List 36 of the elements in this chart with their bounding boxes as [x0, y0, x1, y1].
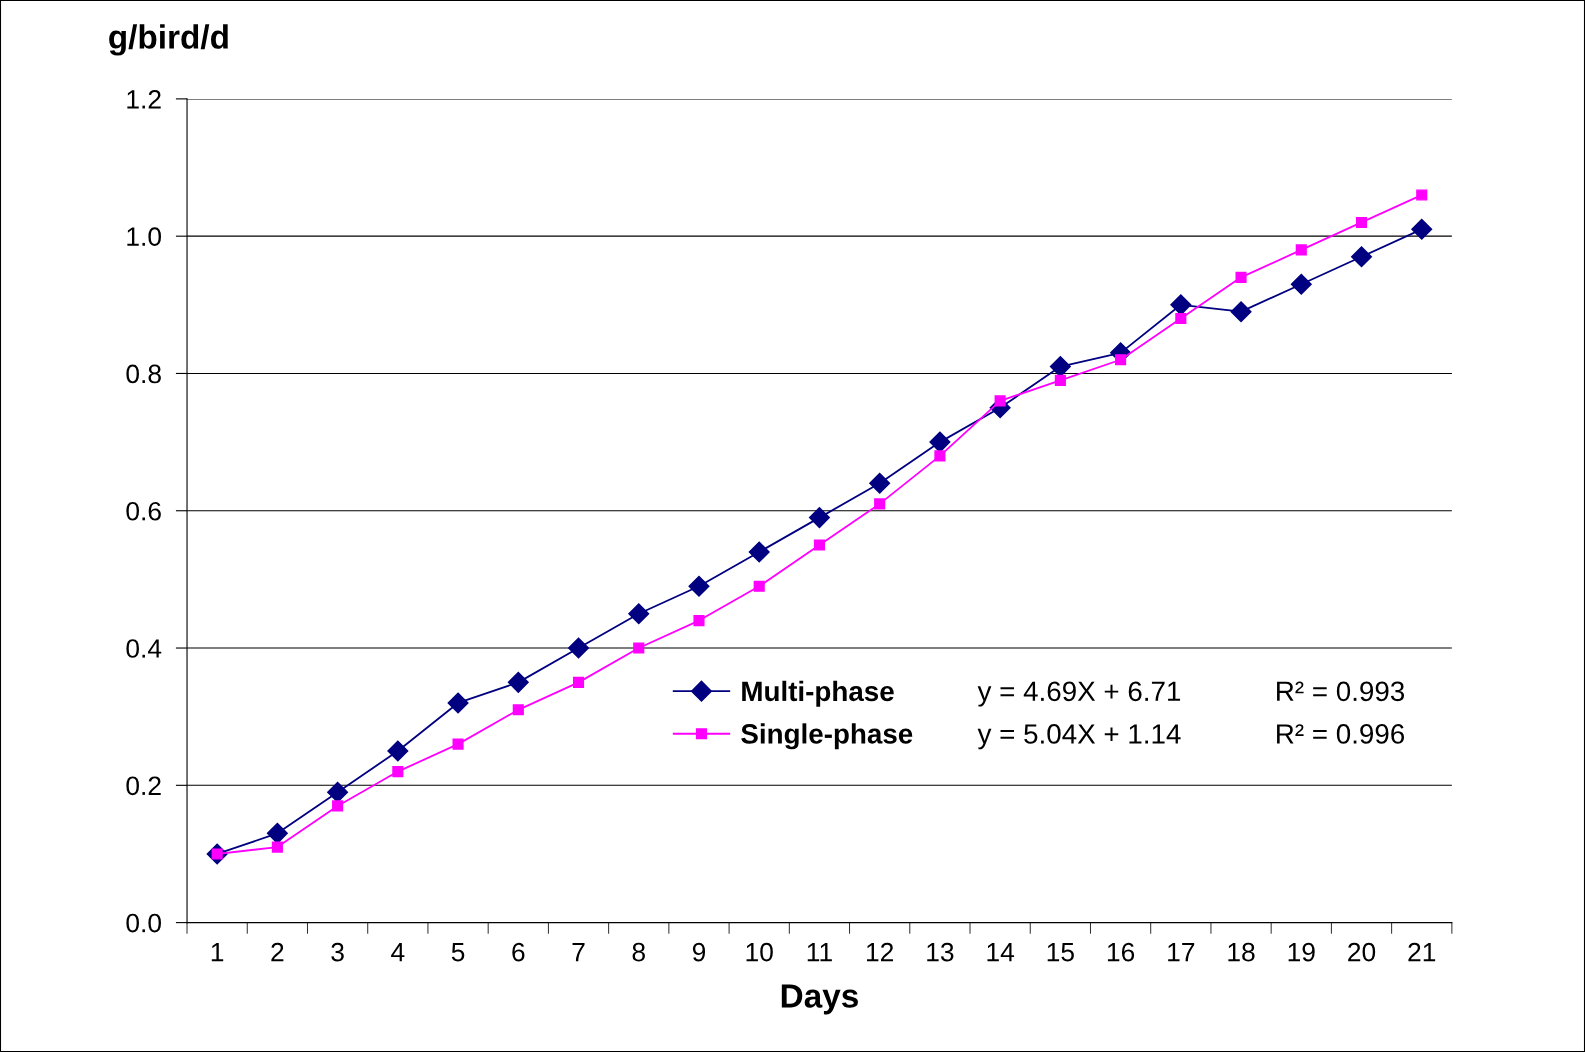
y-tick-label: 0.0: [126, 913, 161, 933]
x-tick-label: 4: [391, 943, 405, 962]
annotation: y = 5.04X + 1.14: [977, 724, 1181, 750]
x-tick-label: 5: [451, 943, 465, 962]
y-axis-title: g/bird/d: [109, 24, 228, 56]
y-tick-label: 0.4: [126, 639, 162, 658]
x-tick-label: 7: [572, 943, 585, 962]
x-tick-label: 20: [1348, 942, 1376, 962]
legend-label: Single-phase: [741, 723, 913, 750]
y-tick-label: 1.2: [127, 90, 161, 109]
x-tick-label: 12: [867, 942, 894, 962]
annotation: R² = 0.993: [1277, 681, 1405, 702]
x-tick-label: 18: [1228, 942, 1255, 962]
x-axis-title: Days: [781, 984, 858, 1015]
x-tick-label: 16: [1107, 942, 1135, 962]
x-tick-label: 8: [632, 942, 645, 962]
annotation: y = 4.69X + 6.71: [977, 681, 1181, 707]
x-tick-label: 10: [746, 942, 773, 962]
x-tick-label: 9: [692, 942, 706, 962]
y-tick-label: 0.8: [126, 364, 161, 384]
y-tick-label: 0.6: [126, 501, 161, 521]
x-tick-label: 17: [1168, 943, 1195, 962]
x-tick-label: 11: [807, 943, 832, 962]
x-tick-label: 15: [1047, 943, 1074, 962]
x-tick-label: 3: [331, 942, 344, 962]
x-tick-label: 2: [271, 942, 284, 962]
x-tick-label: 13: [927, 942, 954, 962]
x-tick-label: 1: [211, 943, 224, 962]
y-tick-label: 0.2: [126, 776, 161, 796]
x-tick-label: 6: [512, 942, 525, 962]
x-tick-label: 21: [1408, 942, 1436, 962]
x-tick-label: 19: [1288, 942, 1315, 962]
y-tick-label: 1.0: [127, 227, 161, 246]
x-tick-label: 14: [987, 943, 1015, 962]
annotation: R² = 0.996: [1277, 724, 1405, 744]
legend-label: Multi-phase: [742, 680, 894, 707]
